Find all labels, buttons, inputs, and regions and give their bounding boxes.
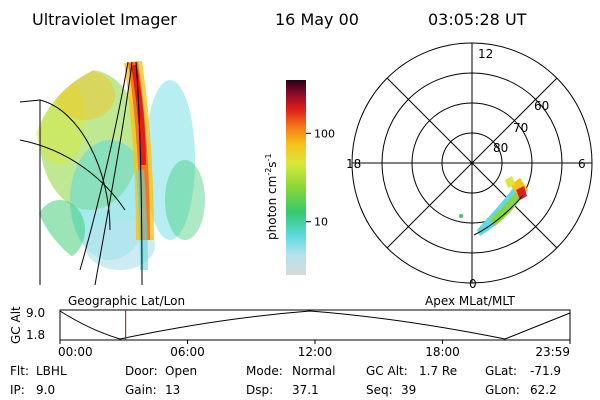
- date-label: 16 May 00: [275, 10, 359, 29]
- svg-text:IP:9.0: IP: 9.0: [10, 383, 55, 397]
- ip-label: IP:: [10, 383, 25, 397]
- lat-label-70: 70: [513, 121, 528, 135]
- ytick-low: 1.8: [26, 328, 45, 342]
- glon-value: 62.2: [530, 383, 557, 397]
- gain-value: 13: [165, 383, 180, 397]
- mode-value: Normal: [292, 364, 335, 378]
- colorbar-scale: [286, 80, 306, 275]
- seq-label: Seq:: [366, 383, 393, 397]
- mode-label: Mode:: [246, 364, 283, 378]
- svg-text:Dsp:37.1: Dsp: 37.1: [246, 383, 319, 397]
- colorbar-label: photon cm-2s-1: [264, 153, 279, 240]
- svg-text:GLon:62.2: GLon: 62.2: [485, 383, 557, 397]
- geographic-image: [20, 60, 250, 286]
- altitude-xtick-label-1: 06:00: [170, 345, 205, 359]
- glon-label: GLon:: [485, 383, 520, 397]
- gcalt-value: 1.7 Re: [419, 364, 457, 378]
- colorbar: 100 10 photon cm-2s-1: [264, 80, 335, 275]
- glat-label: GLat:: [485, 364, 517, 378]
- altitude-xtick-label-4: 23:59: [535, 345, 570, 359]
- colorbar-tick-label-0: 100: [314, 127, 335, 140]
- ytick-high: 9.0: [26, 306, 45, 320]
- mlt-label-0: 0: [469, 277, 477, 291]
- status-bar: Flt: LBHL IP: 9.0 Door: Open Gain: 13 Mode: N…: [10, 364, 561, 397]
- flt-label: Flt:: [10, 364, 29, 378]
- svg-text:Door:Open: Door: Open: [125, 364, 197, 378]
- lat-label-80: 80: [493, 141, 508, 155]
- altitude-xtick-label-3: 18:00: [425, 345, 460, 359]
- svg-text:Seq:39: Seq: 39: [366, 383, 416, 397]
- polar-auroral-oval: [459, 176, 528, 236]
- time-label: 03:05:28 UT: [428, 10, 527, 29]
- svg-text:GC Alt:1.7 Re: GC Alt: 1.7 Re: [366, 364, 457, 378]
- instrument-title: Ultraviolet Imager: [32, 10, 177, 29]
- svg-text:GLat:-71.9: GLat: -71.9: [485, 364, 561, 378]
- door-value: Open: [165, 364, 197, 378]
- svg-text:Flt:LBHL: Flt: LBHL: [10, 364, 67, 378]
- auroral-emission-disk: [30, 60, 250, 280]
- right-caption: Apex MLat/MLT: [425, 294, 515, 308]
- gcalt-label: GC Alt:: [366, 364, 408, 378]
- polar-plot: 12 18 6 0 60 70 80: [346, 42, 593, 291]
- geo-grid-lines: [20, 61, 143, 286]
- glat-value: -71.9: [530, 364, 561, 378]
- mlt-label-12: 12: [478, 47, 493, 61]
- colorbar-tick-label-1: 10: [314, 216, 328, 229]
- ip-value: 9.0: [36, 383, 55, 397]
- svg-text:Mode:Normal: Mode: Normal: [246, 364, 335, 378]
- mlt-label-6: 6: [578, 157, 586, 171]
- dsp-value: 37.1: [292, 383, 319, 397]
- altitude-ylabel: GC Alt: [9, 306, 23, 344]
- dsp-label: Dsp:: [246, 383, 273, 397]
- svg-text:Gain:13: Gain: 13: [125, 383, 180, 397]
- altitude-xtick-label-0: 00:00: [58, 345, 93, 359]
- altitude-xtick-label-2: 12:00: [298, 345, 333, 359]
- altitude-panel: Geographic Lat/Lon Apex MLat/MLT GC Alt …: [9, 294, 571, 359]
- seq-value: 39: [401, 383, 416, 397]
- flt-value: LBHL: [36, 364, 67, 378]
- mlt-label-18: 18: [346, 157, 361, 171]
- lat-label-60: 60: [534, 99, 549, 113]
- left-caption: Geographic Lat/Lon: [68, 294, 185, 308]
- gain-label: Gain:: [125, 383, 157, 397]
- door-label: Door:: [125, 364, 158, 378]
- altitude-curve: [59, 310, 571, 340]
